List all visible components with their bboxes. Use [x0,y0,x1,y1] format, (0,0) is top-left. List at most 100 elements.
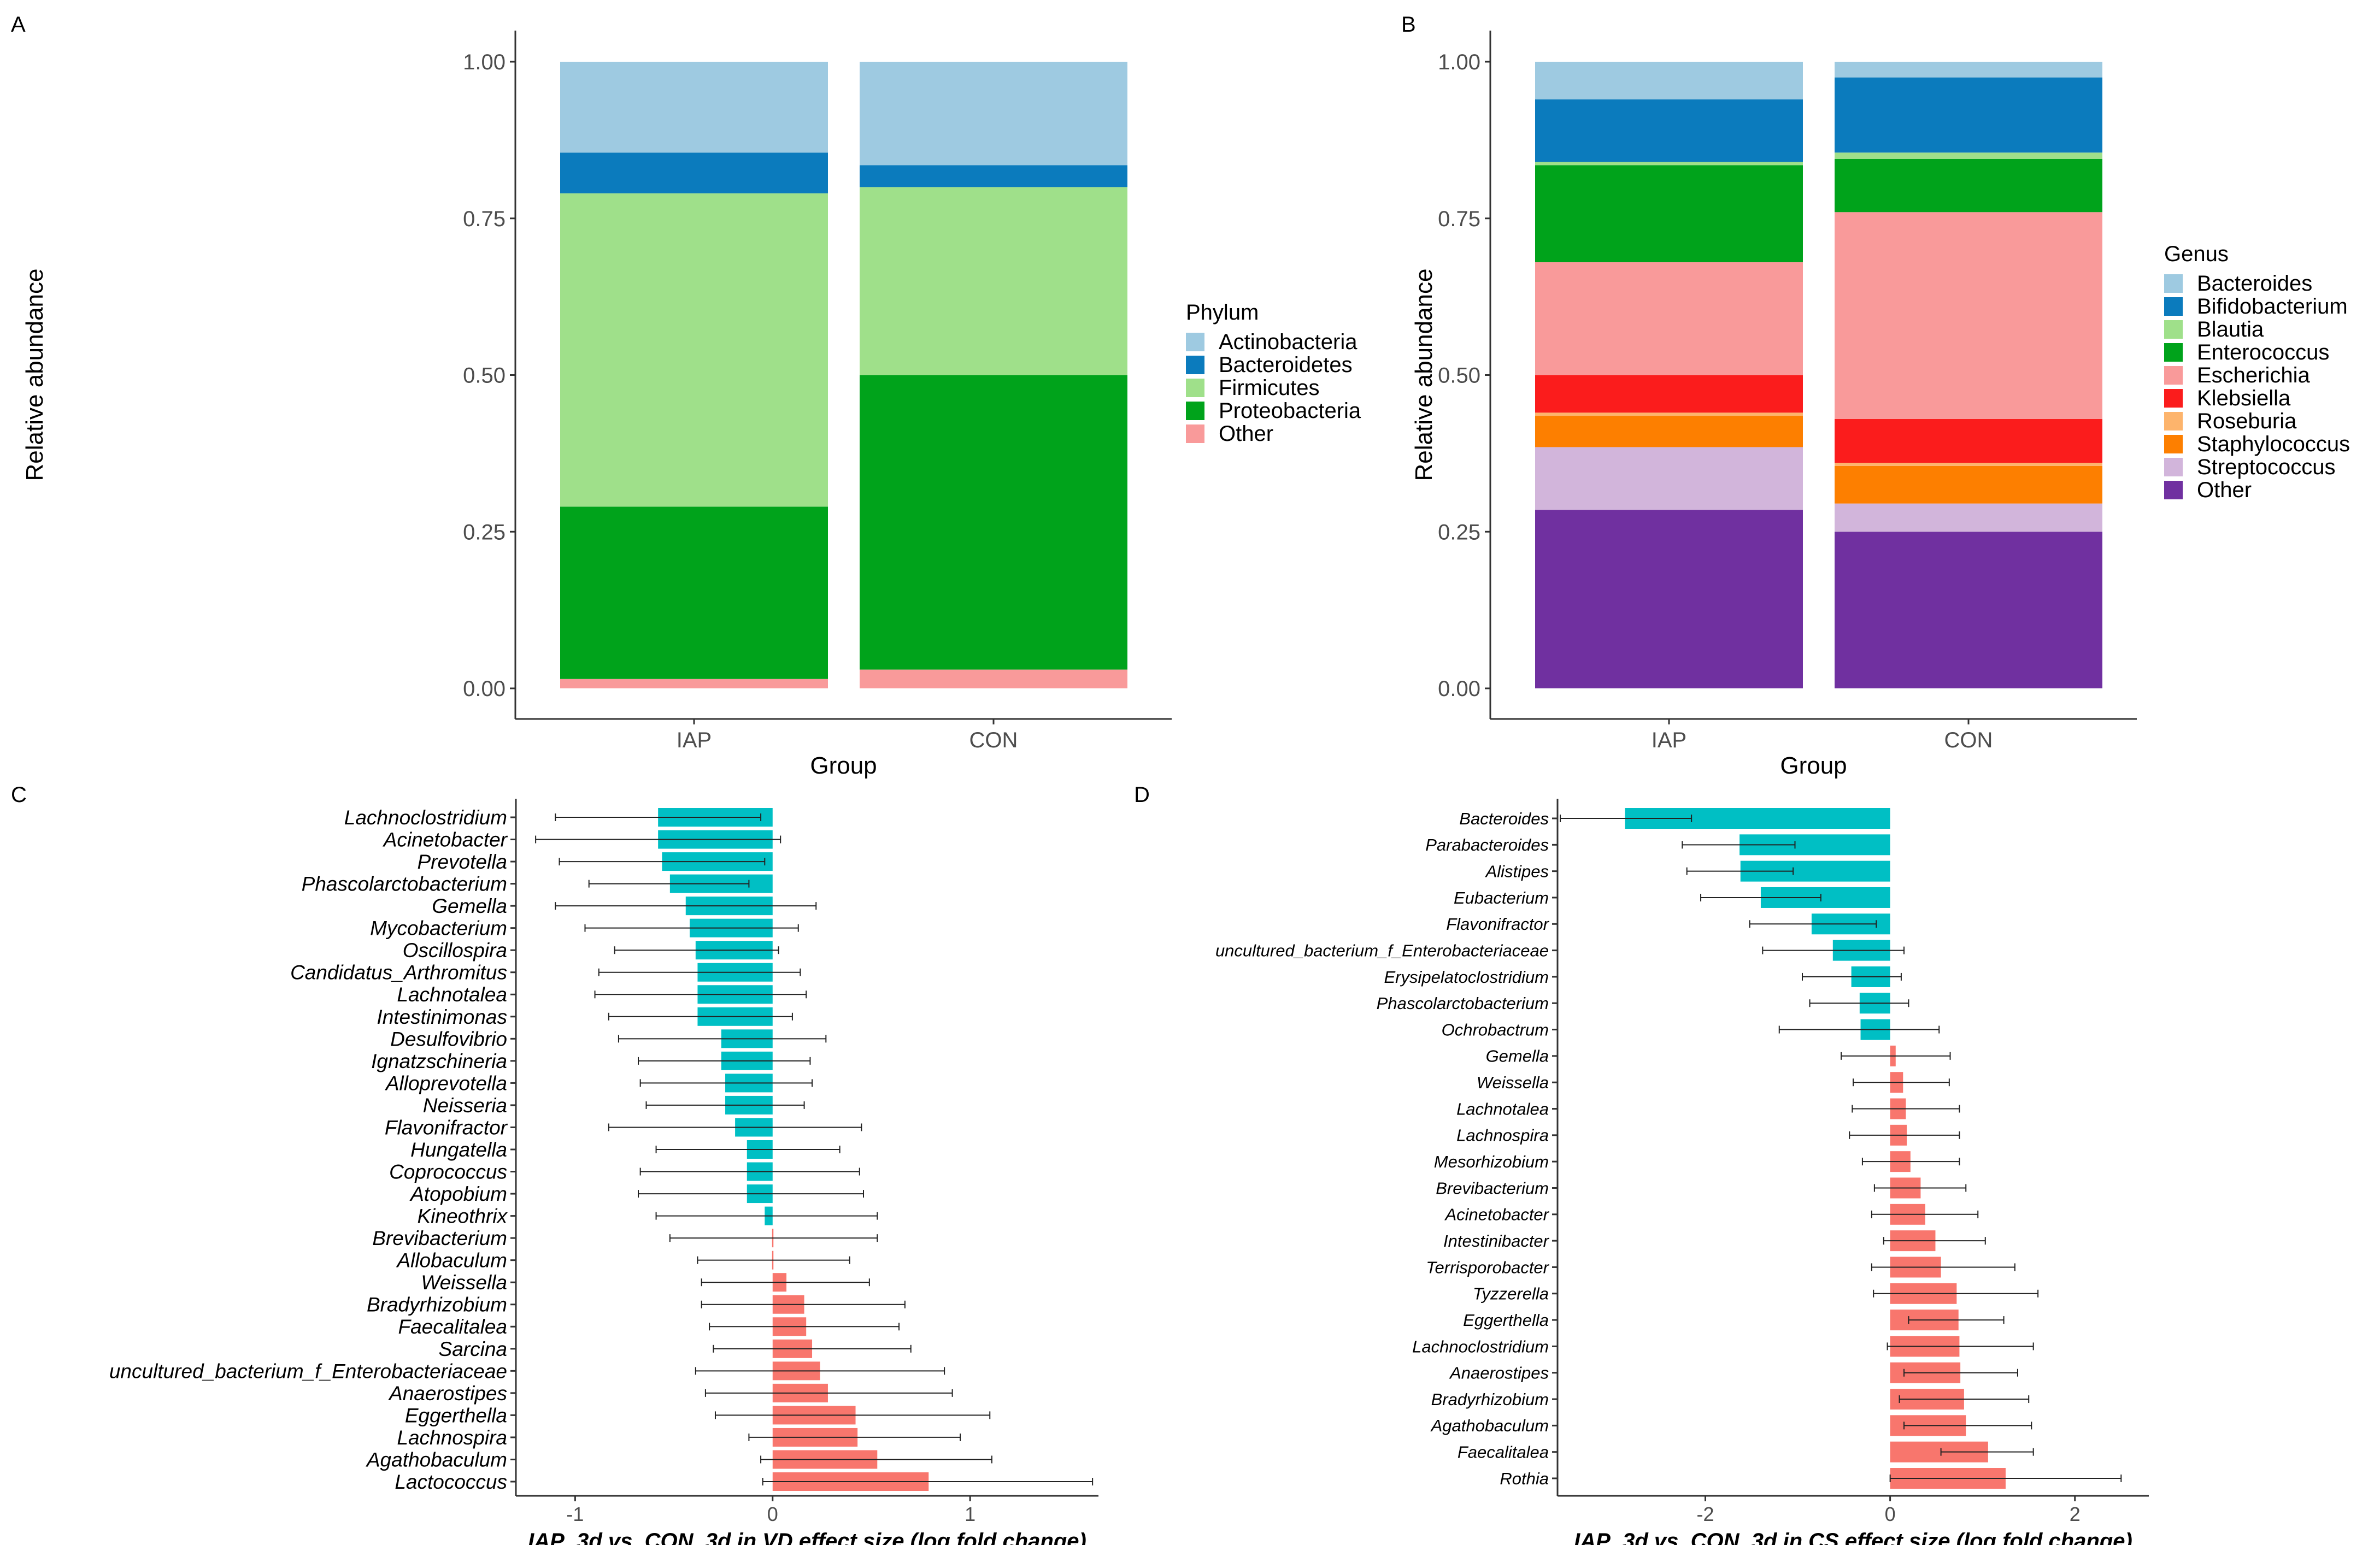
panel-label-b: B [1401,13,1416,37]
bar-segment-con-roseburia [1835,463,2102,466]
y-axis-title: Relative abundance [1411,269,1437,481]
legend-label-klebsiella: Klebsiella [2197,386,2291,410]
y-tick-label-alloprevotella: Alloprevotella [385,1072,507,1094]
y-tick-label: 0.75 [1438,207,1480,231]
legend-swatch-staphylococcus [2164,435,2183,453]
legend-label-actinobacteria: Actinobacteria [1219,330,1358,354]
y-tick-label-phascolarctobacterium: Phascolarctobacterium [1377,994,1549,1013]
y-tick-label-atopobium: Atopobium [409,1183,507,1205]
y-tick-label-hungatella: Hungatella [410,1139,507,1161]
legend-swatch-proteobacteria [1186,402,1204,420]
y-tick-label-prevotella: Prevotella [417,851,507,873]
legend-swatch-roseburia [2164,412,2183,431]
bar-segment-con-actinobacteria [860,62,1127,166]
bar-segment-iap-bifidobacterium [1535,99,1803,162]
bar-segment-con-klebsiella [1835,418,2102,463]
y-tick-label-acinetobacter: Acinetobacter [1444,1205,1549,1224]
x-axis-title: Group [810,752,877,779]
legend-swatch-streptococcus [2164,458,2183,476]
y-axis-title: Relative abundance [21,269,48,481]
y-tick-label-ochrobactrum: Ochrobactrum [1442,1020,1549,1039]
x-tick-label: 1 [965,1503,975,1525]
x-axis-title: Group [1780,752,1847,779]
legend-swatch-other [1186,424,1204,443]
x-tick-label: 0 [767,1503,778,1525]
y-tick-label: 0.25 [463,520,506,544]
y-tick-label-flavonifractor: Flavonifractor [385,1116,508,1139]
bar-segment-iap-staphylococcus [1535,416,1803,447]
y-tick-label-coprococcus: Coprococcus [389,1160,507,1183]
bar-segment-con-streptococcus [1835,503,2102,532]
bar-segment-con-bacteroidetes [860,165,1127,187]
y-tick-label-faecalitalea: Faecalitalea [398,1316,507,1338]
legend-label-enterococcus: Enterococcus [2197,340,2329,364]
panel-label-c: C [11,783,27,807]
x-axis-title: IAP_3d vs. CON_3d in CS effect size (log… [1574,1529,2132,1545]
y-tick-label-weissella: Weissella [421,1271,507,1294]
bar-segment-iap-bacteroidetes [560,152,828,193]
y-tick-label-rothia: Rothia [1500,1469,1549,1488]
x-tick-label-iap: IAP [1652,728,1686,752]
y-tick-label-kineothrix: Kineothrix [417,1205,508,1228]
bar-segment-con-bifidobacterium [1835,77,2102,153]
y-tick-label-neisseria: Neisseria [423,1094,507,1117]
y-tick-label-alistipes: Alistipes [1485,862,1549,881]
y-tick-label-lachnoclostridium: Lachnoclostridium [1412,1337,1549,1356]
legend-label-firmicutes: Firmicutes [1219,376,1319,400]
bar-segment-iap-bacteroides [1535,62,1803,99]
y-tick-label: 0.00 [1438,677,1480,701]
x-tick-label: -1 [566,1503,584,1525]
y-tick-label: 0.75 [463,207,506,231]
y-tick-label-brevibacterium: Brevibacterium [1436,1178,1549,1198]
bar-segment-iap-other [560,679,828,688]
y-tick-label-lactococcus: Lactococcus [395,1471,507,1493]
bar-segment-con-other [860,669,1127,688]
y-tick-label: 1.00 [463,50,506,74]
legend-title: Genus [2164,242,2229,266]
bar-segment-iap-actinobacteria [560,62,828,153]
y-tick-label-mesorhizobium: Mesorhizobium [1434,1152,1549,1171]
bar-segment-iap-blautia [1535,162,1803,166]
panel-label-d: D [1134,783,1150,807]
y-tick-label-bradyrhizobium: Bradyrhizobium [1431,1390,1549,1409]
y-tick-label-lachnotalea: Lachnotalea [397,983,507,1006]
y-tick-label: 0.50 [463,364,506,388]
bar-segment-iap-escherichia [1535,262,1803,375]
bar-segment-iap-proteobacteria [560,506,828,679]
y-tick-label-flavonifractor: Flavonifractor [1446,915,1549,934]
legend-label-bifidobacterium: Bifidobacterium [2197,294,2348,319]
legend-label-other: Other [1219,422,1273,446]
y-tick-label-brevibacterium: Brevibacterium [372,1227,507,1249]
legend-swatch-blautia [2164,320,2183,339]
panel-a-stacked-bar-chart: 0.00 0.25 0.50 0.75 1.00 IAP CON Group Relative … [21,31,1361,779]
y-tick-label-allobaculum: Allobaculum [396,1249,507,1272]
y-tick-label: 0.25 [1438,520,1480,544]
bar-segment-iap-enterococcus [1535,165,1803,263]
y-tick-label: 0.50 [1438,364,1480,388]
bar-segment-con-enterococcus [1835,158,2102,213]
bar-segment-con-other [1835,532,2102,688]
y-tick-label-lachnoclostridium: Lachnoclostridium [344,806,507,829]
bar-segment-con-firmicutes [860,187,1127,375]
y-tick-label-eubacterium: Eubacterium [1454,888,1549,907]
legend-swatch-enterococcus [2164,343,2183,362]
y-tick-label-agathobaculum: Agathobaculum [1430,1416,1549,1435]
bar-segment-con-escherichia [1835,212,2102,419]
y-tick-label-anaerostipes: Anaerostipes [1449,1364,1549,1383]
legend-label-roseburia: Roseburia [2197,409,2297,433]
x-tick-label: -2 [1696,1503,1714,1525]
y-tick-label-weissella: Weissella [1477,1073,1549,1092]
y-tick-label-parabacteroides: Parabacteroides [1425,835,1549,854]
legend-swatch-firmicutes [1186,379,1204,397]
y-tick-label-mycobacterium: Mycobacterium [370,917,507,940]
legend-label-escherichia: Escherichia [2197,363,2311,387]
legend-swatch-bacteroides [2164,274,2183,293]
y-tick-label-bradyrhizobium: Bradyrhizobium [367,1294,507,1316]
legend-label-bacteroides: Bacteroides [2197,272,2312,296]
x-axis-title: IAP_3d vs. CON_3d in VD effect size (log… [528,1529,1086,1545]
legend-swatch-escherichia [2164,366,2183,385]
y-tick-label: 0.00 [463,677,506,701]
legend-swatch-klebsiella [2164,389,2183,408]
bar-segment-iap-firmicutes [560,193,828,507]
